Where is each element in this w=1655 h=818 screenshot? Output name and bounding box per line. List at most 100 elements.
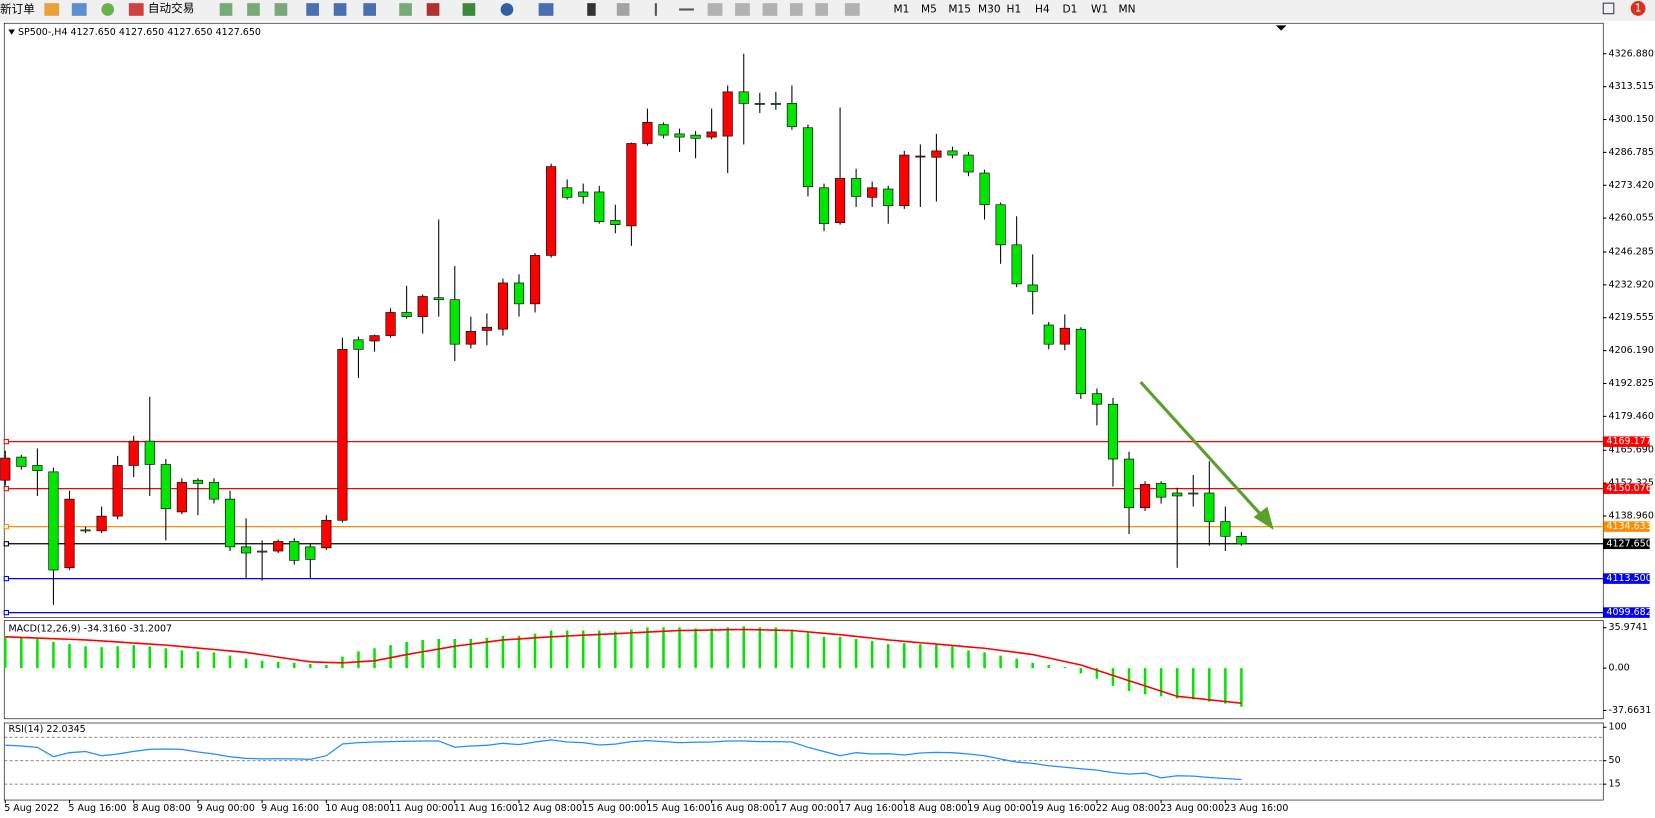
y-tick-label: 4165.690 — [1609, 445, 1654, 456]
macd-bar — [1111, 668, 1115, 686]
macd-bar — [886, 644, 890, 669]
search-icon[interactable] — [1602, 2, 1615, 15]
macd-bar — [935, 644, 938, 669]
candle-body — [48, 471, 59, 571]
candle-body — [321, 519, 332, 549]
y-tick-label: 35.9741 — [1609, 622, 1648, 633]
macd-bar — [903, 643, 906, 669]
candle-body — [562, 187, 573, 198]
signal-line — [5, 628, 1242, 704]
x-tick-label: 11 Aug 16:00 — [454, 803, 518, 814]
y-tick-label: 0.00 — [1609, 663, 1630, 674]
macd-panel — [3, 620, 1604, 720]
candle-body — [208, 482, 220, 500]
macd-bar — [854, 638, 858, 669]
new-order-button[interactable]: 新订单 — [0, 2, 35, 16]
candle-body — [1220, 521, 1231, 537]
x-tick-label: 18 Aug 08:00 — [903, 803, 967, 814]
y-tick-label: 4313.515 — [1609, 81, 1654, 92]
x-tick-label: 19 Aug 00:00 — [967, 803, 1031, 814]
candle-body — [883, 188, 894, 207]
candle-body — [1140, 484, 1151, 509]
icon — [71, 3, 87, 16]
timeframe-button[interactable]: W1 — [1091, 4, 1108, 16]
macd-bar — [646, 627, 649, 669]
candle-body — [96, 515, 107, 532]
level-label: 4150.076 — [1606, 483, 1651, 494]
macd-bar — [453, 638, 457, 669]
candle-body — [899, 154, 910, 207]
candle-body — [481, 326, 492, 331]
candle-body — [658, 124, 669, 136]
macd-bar — [1224, 668, 1227, 704]
macd-bar — [1095, 668, 1099, 679]
candle-body — [979, 172, 990, 206]
candle-body — [32, 465, 43, 471]
timeframe-button[interactable]: MN — [1118, 4, 1135, 16]
shift-marker — [1275, 25, 1287, 31]
icon — [44, 3, 60, 16]
candle-body — [1172, 492, 1183, 497]
candle-body — [1107, 403, 1119, 460]
macd-bar — [533, 633, 537, 669]
macd-bar — [742, 626, 746, 669]
candle-body — [546, 166, 557, 256]
macd-bar — [325, 664, 328, 669]
timeframe-button[interactable]: D1 — [1062, 4, 1077, 16]
macd-bar — [1079, 668, 1083, 674]
candle-body — [1236, 535, 1247, 545]
y-tick-label: 4260.055 — [1609, 213, 1654, 224]
timeframe-button[interactable]: M1 — [894, 4, 910, 16]
trend-arrow — [1139, 381, 1265, 519]
macd-bar — [84, 646, 87, 669]
macd-bar — [116, 646, 119, 669]
level-label: 4169.177 — [1606, 436, 1651, 447]
tool-icons — [219, 3, 860, 16]
candle-body — [963, 154, 974, 173]
x-tick-label: 5 Aug 2022 — [4, 803, 59, 814]
candle-body — [674, 133, 685, 138]
candle-body — [754, 103, 765, 105]
candle-body — [241, 546, 252, 554]
candle-body — [931, 150, 942, 158]
macd-bar — [132, 645, 135, 669]
icon — [101, 3, 115, 16]
notification-badge[interactable] — [1630, 1, 1646, 16]
level-label: 4099.682 — [1606, 607, 1651, 618]
candle-body — [770, 103, 781, 105]
macd-bar — [630, 629, 633, 669]
level-label: 4127.650 — [1606, 538, 1651, 549]
auto-trading-button[interactable]: 自动交易 — [148, 1, 194, 15]
x-tick-label: 11 Aug 00:00 — [390, 803, 454, 814]
candle-body — [433, 297, 444, 300]
macd-bar — [20, 636, 23, 669]
level-handle — [3, 485, 9, 492]
candle-body — [257, 550, 268, 553]
timeframe-button[interactable]: H4 — [1035, 4, 1050, 16]
candle-body — [594, 191, 605, 223]
y-tick-label: 50 — [1609, 755, 1621, 766]
level-tag — [1603, 607, 1650, 618]
candle-body — [851, 178, 862, 197]
macd-bar — [983, 652, 986, 669]
x-tick-label: 23 Aug 16:00 — [1224, 803, 1288, 814]
level-handle — [3, 575, 9, 582]
toolbar — [0, 0, 1655, 22]
timeframe-button[interactable]: M5 — [921, 4, 937, 16]
level-tag — [1603, 483, 1650, 494]
y-tick-label: 4273.420 — [1609, 180, 1654, 191]
price-panel — [3, 22, 1604, 618]
x-tick-label: 5 Aug 16:00 — [68, 803, 126, 814]
candle-body — [1123, 458, 1135, 509]
timeframe-button[interactable]: M15 — [948, 4, 971, 16]
x-tick-label: 9 Aug 16:00 — [261, 803, 319, 814]
candle-body — [465, 331, 476, 345]
timeframe-button[interactable]: H1 — [1007, 4, 1022, 16]
macd-bar — [4, 636, 7, 669]
timeframe-button[interactable]: M30 — [978, 4, 1001, 16]
macd-bar — [309, 663, 312, 669]
y-tick-label: 4192.825 — [1609, 378, 1654, 389]
candle-body — [706, 131, 717, 138]
level-tag — [1603, 521, 1650, 532]
